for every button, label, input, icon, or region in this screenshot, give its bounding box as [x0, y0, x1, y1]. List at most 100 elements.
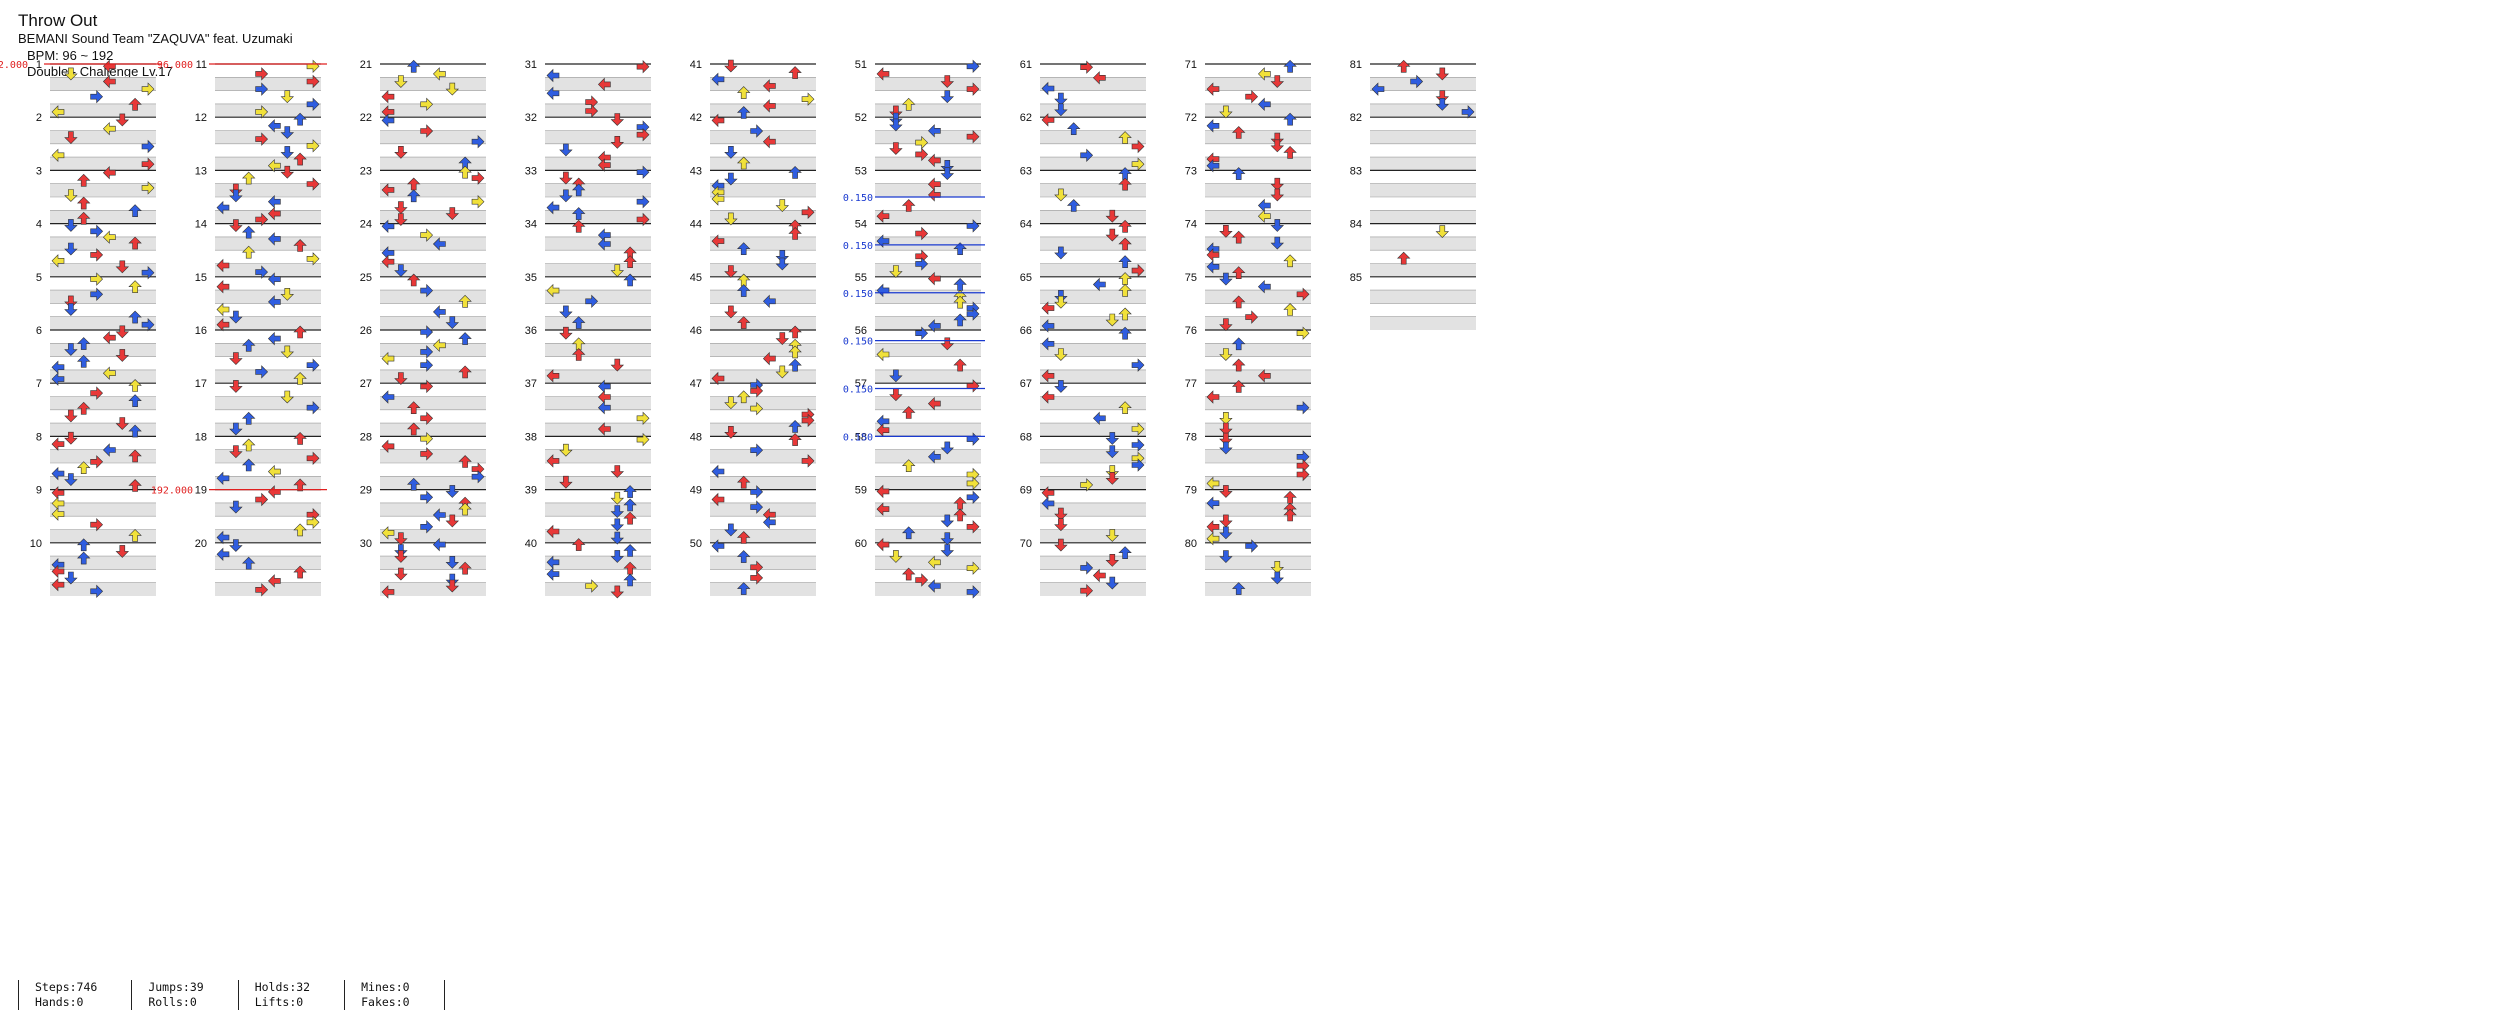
arrow-note — [775, 365, 790, 379]
arrow-note — [775, 249, 790, 263]
arrow-note — [1283, 508, 1297, 522]
measure-27: 27 — [360, 378, 486, 437]
beat-band — [215, 210, 321, 224]
beat-band — [875, 103, 981, 118]
arrow-note — [623, 498, 637, 512]
arrow-note — [51, 105, 65, 119]
beat-band — [1040, 316, 1146, 330]
arrow-note — [966, 476, 980, 491]
measure-label: 82 — [1350, 112, 1362, 124]
measure-label: 33 — [525, 165, 537, 177]
arrow-note — [141, 265, 155, 280]
measure-6: 6 — [36, 325, 156, 384]
arrow-note — [1206, 390, 1220, 404]
arrow-note — [406, 189, 421, 203]
arrow-note — [966, 129, 980, 144]
arrow-note — [750, 485, 764, 499]
measure-label: 4 — [36, 219, 42, 231]
arrow-note — [559, 189, 573, 203]
beat-band — [380, 529, 486, 543]
measure-label: 9 — [36, 485, 42, 497]
arrow-note — [293, 325, 307, 339]
arrow-note — [1041, 319, 1055, 333]
arrow-note — [1131, 157, 1145, 171]
arrow-note — [1118, 401, 1132, 415]
arrow-note — [216, 302, 230, 317]
stats-col-steps: Steps:746 Hands:0 — [18, 980, 131, 1010]
arrow-note — [115, 113, 130, 127]
beat-band — [710, 290, 816, 304]
arrow-note — [623, 273, 637, 287]
arrow-note — [1219, 441, 1233, 455]
measure-label: 48 — [690, 431, 702, 443]
stat-hands: Hands:0 — [35, 995, 84, 1009]
arrow-note — [64, 131, 78, 145]
stats-col-mines: Mines:0 Fakes:0 — [344, 980, 443, 1010]
bpm-label: 192.000 — [0, 60, 28, 71]
measure-label: 12 — [195, 112, 207, 124]
beat-band — [875, 556, 981, 570]
beat-band — [1040, 369, 1146, 384]
arrow-note — [306, 59, 320, 74]
arrow-note — [216, 547, 230, 562]
arrow-note — [51, 437, 65, 451]
stop-label: 0.150 — [843, 385, 873, 396]
measure-label: 50 — [690, 538, 702, 550]
arrow-note — [216, 471, 230, 486]
beat-band — [1040, 236, 1146, 251]
beat-band — [215, 157, 321, 171]
beat-band — [875, 343, 981, 357]
measure-17: 17 — [195, 378, 321, 437]
measure-label: 66 — [1020, 325, 1032, 337]
arrow-note — [1118, 255, 1132, 269]
measure-label: 40 — [525, 538, 537, 550]
arrow-note — [394, 567, 408, 581]
song-artist: BEMANI Sound Team "ZAQUVA" feat. Uzumaki — [18, 31, 293, 47]
arrow-note — [724, 523, 738, 537]
measure-42: 42 — [690, 112, 816, 171]
arrow-note — [90, 455, 104, 469]
stop-marker: 0.150 — [843, 337, 985, 348]
measure-label: 71 — [1185, 59, 1197, 71]
measure-label: 57 — [855, 378, 867, 390]
arrow-note — [76, 461, 91, 475]
arrow-note — [293, 152, 307, 166]
arrow-note — [1080, 561, 1094, 575]
arrow-note — [1054, 348, 1068, 361]
bpm-marker: 192.000 — [0, 60, 162, 71]
measure-label: 60 — [855, 538, 867, 550]
beat-band — [215, 316, 321, 330]
arrow-note — [636, 165, 650, 179]
measure-37: 37 — [525, 378, 651, 437]
arrow-note — [420, 358, 434, 372]
beat-band — [710, 236, 816, 251]
arrow-note — [267, 295, 281, 309]
arrow-note — [267, 331, 281, 346]
arrow-note — [1041, 81, 1055, 96]
arrow-note — [559, 171, 573, 185]
measure-label: 44 — [690, 219, 702, 231]
measure-label: 77 — [1185, 378, 1197, 390]
measure-31: 31 — [525, 59, 651, 118]
arrow-note — [750, 571, 764, 585]
arrow-note — [1131, 263, 1145, 278]
arrow-note — [420, 490, 434, 505]
beat-band — [875, 183, 981, 197]
arrow-note — [1219, 348, 1233, 361]
arrow-note — [293, 239, 307, 252]
arrow-note — [953, 278, 967, 291]
beat-band — [1040, 582, 1146, 596]
beat-band — [545, 210, 651, 224]
arrow-note — [762, 99, 776, 113]
beat-band — [215, 263, 321, 277]
beat-band — [545, 423, 651, 437]
arrow-note — [394, 146, 408, 159]
arrow-note — [636, 194, 650, 209]
arrow-note — [102, 74, 116, 89]
beat-band — [1370, 263, 1476, 277]
arrow-note — [1105, 553, 1120, 567]
stats-end-divider — [443, 980, 445, 1010]
arrow-note — [241, 338, 256, 352]
measure-label: 74 — [1185, 219, 1197, 231]
measure-63: 63 — [1020, 165, 1146, 224]
